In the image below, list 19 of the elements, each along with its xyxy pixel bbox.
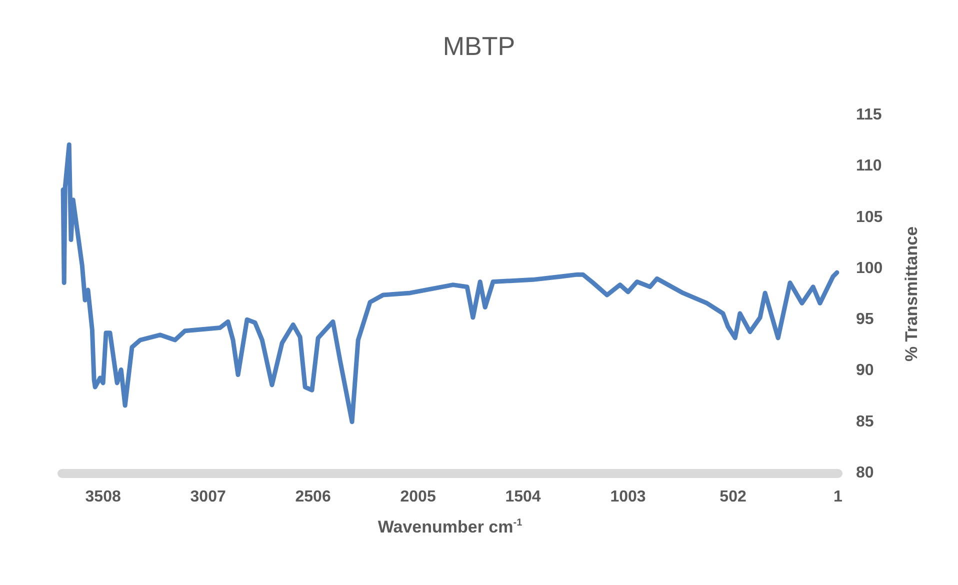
y-tick-label: 85: [856, 413, 874, 430]
y-tick-label: 95: [856, 311, 874, 328]
y-tick-label: 100: [856, 260, 883, 277]
y-tick-label: 90: [856, 362, 874, 380]
x-tick-label: 1003: [610, 488, 646, 506]
x-tick-label: 2005: [400, 488, 436, 506]
line-series: [60, 142, 840, 424]
y-tick-label: 110: [856, 158, 882, 175]
x-tick-label: 1504: [505, 488, 541, 506]
x-tick-label: 1: [834, 488, 843, 506]
y-tick-label: 80: [856, 464, 874, 482]
x-tick-label: 3508: [85, 488, 121, 506]
x-tick-label: 2506: [295, 488, 331, 506]
chart-title: MBTP: [442, 31, 516, 61]
x-tick-label: 502: [720, 488, 746, 506]
x-tick-label: 3007: [190, 488, 226, 506]
y-tick-label: 105: [856, 208, 883, 226]
y-tick-label: 115: [856, 106, 882, 124]
y-axis-title: % Transmittance: [902, 226, 921, 362]
